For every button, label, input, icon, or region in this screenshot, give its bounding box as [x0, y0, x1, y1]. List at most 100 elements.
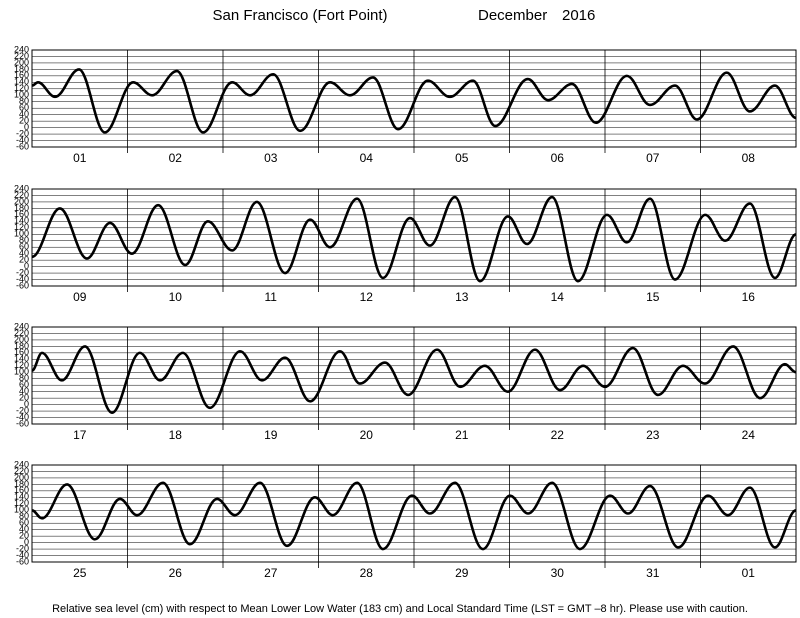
x-tick-label: 29 [455, 566, 469, 580]
y-tick-label: 180 [14, 203, 29, 213]
x-tick-label: 24 [742, 428, 756, 442]
y-tick-label: 120 [14, 360, 29, 370]
footer: Relative sea level (cm) with respect to … [52, 603, 748, 615]
y-tick-label: 60 [19, 103, 29, 113]
y-tick-label: 220 [14, 328, 29, 338]
x-tick-label: 30 [551, 566, 565, 580]
y-tick-label: 100 [14, 367, 29, 377]
y-tick-label: 80 [19, 373, 29, 383]
y-tick-label: 140 [14, 354, 29, 364]
x-tick-label: 23 [646, 428, 660, 442]
x-tick-label: 31 [646, 566, 660, 580]
y-tick-label: -20 [16, 405, 29, 415]
y-tick-label: -40 [16, 274, 29, 284]
x-tick-label: 10 [169, 290, 183, 304]
x-tick-label: 21 [455, 428, 469, 442]
y-tick-label: 160 [14, 485, 29, 495]
y-tick-label: 240 [14, 459, 29, 469]
y-tick-label: 160 [14, 70, 29, 80]
x-tick-label: 18 [169, 428, 183, 442]
tide-line [32, 481, 796, 551]
y-tick-label: 120 [14, 83, 29, 93]
y-tick-label: 80 [19, 235, 29, 245]
y-tick-label: -60 [16, 418, 29, 428]
y-tick-label: 240 [14, 321, 29, 331]
x-tick-label: 22 [551, 428, 565, 442]
y-tick-label: 240 [14, 44, 29, 54]
month: December [478, 7, 547, 24]
y-tick-label: 100 [14, 505, 29, 515]
y-tick-label: 80 [19, 511, 29, 521]
y-tick-label: 100 [14, 90, 29, 100]
y-tick-label: 60 [19, 242, 29, 252]
x-tick-label: 06 [551, 151, 565, 165]
y-tick-label: 0 [24, 122, 29, 132]
x-tick-label: 01 [73, 151, 87, 165]
y-tick-label: 200 [14, 472, 29, 482]
chart-title: San Francisco (Fort Point) [212, 7, 387, 24]
y-tick-label: 200 [14, 57, 29, 67]
y-tick-label: 160 [14, 209, 29, 219]
y-tick-label: -40 [16, 550, 29, 560]
y-tick-label: 60 [19, 518, 29, 528]
y-tick-label: 240 [14, 183, 29, 193]
y-tick-label: 100 [14, 229, 29, 239]
x-tick-label: 17 [73, 428, 87, 442]
y-tick-label: 200 [14, 334, 29, 344]
x-tick-label: 01 [742, 566, 756, 580]
x-tick-label: 05 [455, 151, 469, 165]
y-tick-label: 80 [19, 96, 29, 106]
y-tick-label: 20 [19, 255, 29, 265]
y-tick-label: 40 [19, 248, 29, 258]
y-tick-label: 200 [14, 196, 29, 206]
x-tick-label: 08 [742, 151, 756, 165]
x-tick-label: 15 [646, 290, 660, 304]
y-tick-label: 0 [24, 537, 29, 547]
x-tick-label: 07 [646, 151, 660, 165]
tide-line [32, 195, 796, 283]
x-tick-label: 09 [73, 290, 87, 304]
x-tick-label: 13 [455, 290, 469, 304]
y-tick-label: 40 [19, 386, 29, 396]
y-tick-label: 0 [24, 399, 29, 409]
year: 2016 [562, 7, 595, 24]
y-tick-label: 120 [14, 222, 29, 232]
x-tick-label: 11 [265, 290, 278, 304]
x-tick-label: 25 [73, 566, 87, 580]
y-tick-label: 120 [14, 498, 29, 508]
y-tick-label: 220 [14, 190, 29, 200]
y-tick-label: 140 [14, 492, 29, 502]
y-tick-label: 220 [14, 466, 29, 476]
x-tick-label: 12 [360, 290, 374, 304]
y-tick-label: -20 [16, 543, 29, 553]
x-tick-label: 16 [742, 290, 756, 304]
y-tick-label: -60 [16, 556, 29, 566]
y-tick-label: 20 [19, 116, 29, 126]
panel-frame [31, 188, 797, 287]
y-tick-label: 180 [14, 341, 29, 351]
y-tick-label: -20 [16, 267, 29, 277]
y-tick-label: 40 [19, 524, 29, 534]
y-tick-label: -60 [16, 280, 29, 290]
tide-line [32, 345, 796, 414]
panel-frame [31, 49, 797, 148]
y-tick-label: 60 [19, 380, 29, 390]
x-tick-label: 26 [169, 566, 183, 580]
y-tick-label: 20 [19, 393, 29, 403]
x-tick-label: 20 [360, 428, 374, 442]
y-tick-label: 40 [19, 109, 29, 119]
x-tick-label: 19 [264, 428, 278, 442]
x-tick-label: 27 [264, 566, 278, 580]
x-tick-label: 02 [169, 151, 183, 165]
y-tick-label: 140 [14, 216, 29, 226]
y-tick-label: 0 [24, 261, 29, 271]
tide-line [32, 68, 796, 134]
panel-frame [31, 326, 797, 425]
y-tick-label: -40 [16, 135, 29, 145]
x-tick-label: 03 [264, 151, 278, 165]
y-tick-label: 140 [14, 77, 29, 87]
y-tick-label: 20 [19, 531, 29, 541]
y-tick-label: 160 [14, 347, 29, 357]
y-tick-label: 220 [14, 51, 29, 61]
